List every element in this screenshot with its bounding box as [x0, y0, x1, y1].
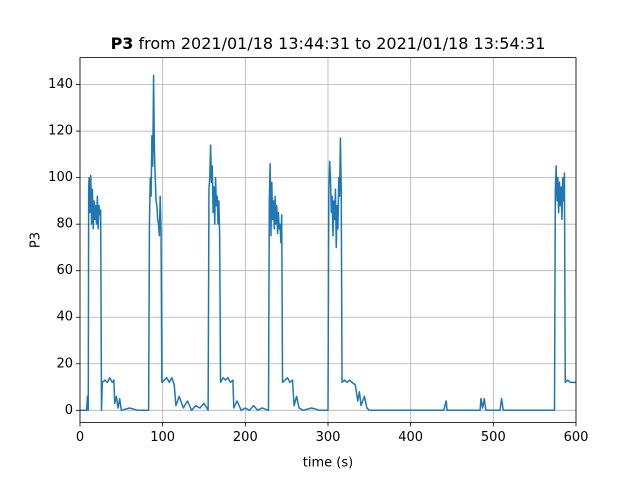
y-tick-label: 60: [56, 263, 73, 278]
y-tick-label: 40: [56, 310, 73, 325]
data-line: [80, 74, 576, 412]
x-tick-label: 600: [564, 430, 589, 445]
x-tick-label: 200: [233, 430, 258, 445]
y-tick-label: 20: [56, 356, 73, 371]
x-tick-label: 100: [150, 430, 175, 445]
chart-title: P3 from 2021/01/18 13:44:31 to 2021/01/1…: [111, 34, 546, 53]
y-tick-label: 0: [65, 403, 73, 418]
title-bold: P3: [111, 34, 134, 53]
x-axis-label: time (s): [303, 456, 353, 471]
x-tick-label: 400: [398, 430, 423, 445]
y-tick-label: 100: [48, 170, 73, 185]
y-tick-label: 120: [48, 124, 73, 139]
plot-frame: [79, 57, 577, 423]
x-tick-label: 0: [76, 430, 84, 445]
x-tick-label: 300: [316, 430, 341, 445]
x-tick-label: 500: [481, 430, 506, 445]
y-tick-label: 80: [56, 217, 73, 232]
y-axis-label: P3: [29, 232, 44, 248]
title-rest: from 2021/01/18 13:44:31 to 2021/01/18 1…: [139, 34, 546, 53]
y-tick-label: 140: [48, 77, 73, 92]
